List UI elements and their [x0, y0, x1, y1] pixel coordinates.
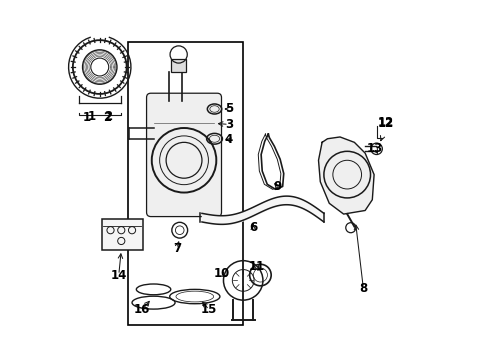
Text: 2: 2: [104, 110, 112, 123]
Text: 1: 1: [88, 110, 96, 123]
Text: 2: 2: [103, 111, 111, 124]
Bar: [128, 42, 243, 325]
Text: 10: 10: [214, 267, 230, 280]
Text: 12: 12: [378, 116, 394, 129]
Bar: [172, 59, 186, 72]
Text: 11: 11: [249, 260, 265, 273]
Text: 4: 4: [225, 133, 233, 146]
Bar: [101, 220, 143, 250]
Text: 3: 3: [225, 118, 233, 131]
Text: 9: 9: [273, 180, 281, 193]
Text: 13: 13: [367, 142, 383, 155]
Text: 1: 1: [83, 111, 91, 124]
Text: 5: 5: [225, 103, 233, 116]
Text: 14: 14: [111, 269, 127, 282]
Text: 7: 7: [173, 242, 181, 255]
Polygon shape: [318, 137, 374, 214]
Text: 16: 16: [134, 303, 150, 316]
FancyBboxPatch shape: [147, 93, 221, 217]
Text: 8: 8: [359, 282, 368, 295]
Text: 15: 15: [201, 303, 218, 316]
Text: 6: 6: [249, 221, 257, 234]
Text: 12: 12: [378, 117, 394, 130]
